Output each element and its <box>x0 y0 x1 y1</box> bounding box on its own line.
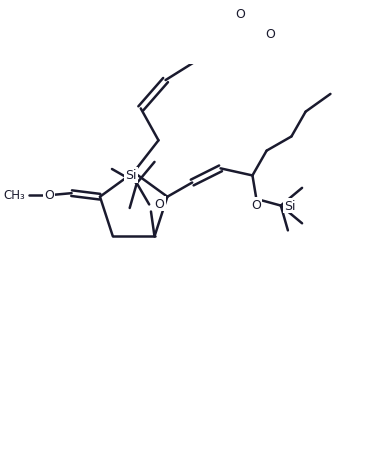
Text: O: O <box>155 198 164 210</box>
Text: Si: Si <box>125 169 137 182</box>
Text: Si: Si <box>284 200 296 212</box>
Text: O: O <box>235 8 245 21</box>
Text: O: O <box>44 189 54 202</box>
Text: CH₃: CH₃ <box>4 189 25 202</box>
Text: O: O <box>251 199 261 212</box>
Text: O: O <box>265 28 275 41</box>
Text: Si: Si <box>247 0 259 1</box>
